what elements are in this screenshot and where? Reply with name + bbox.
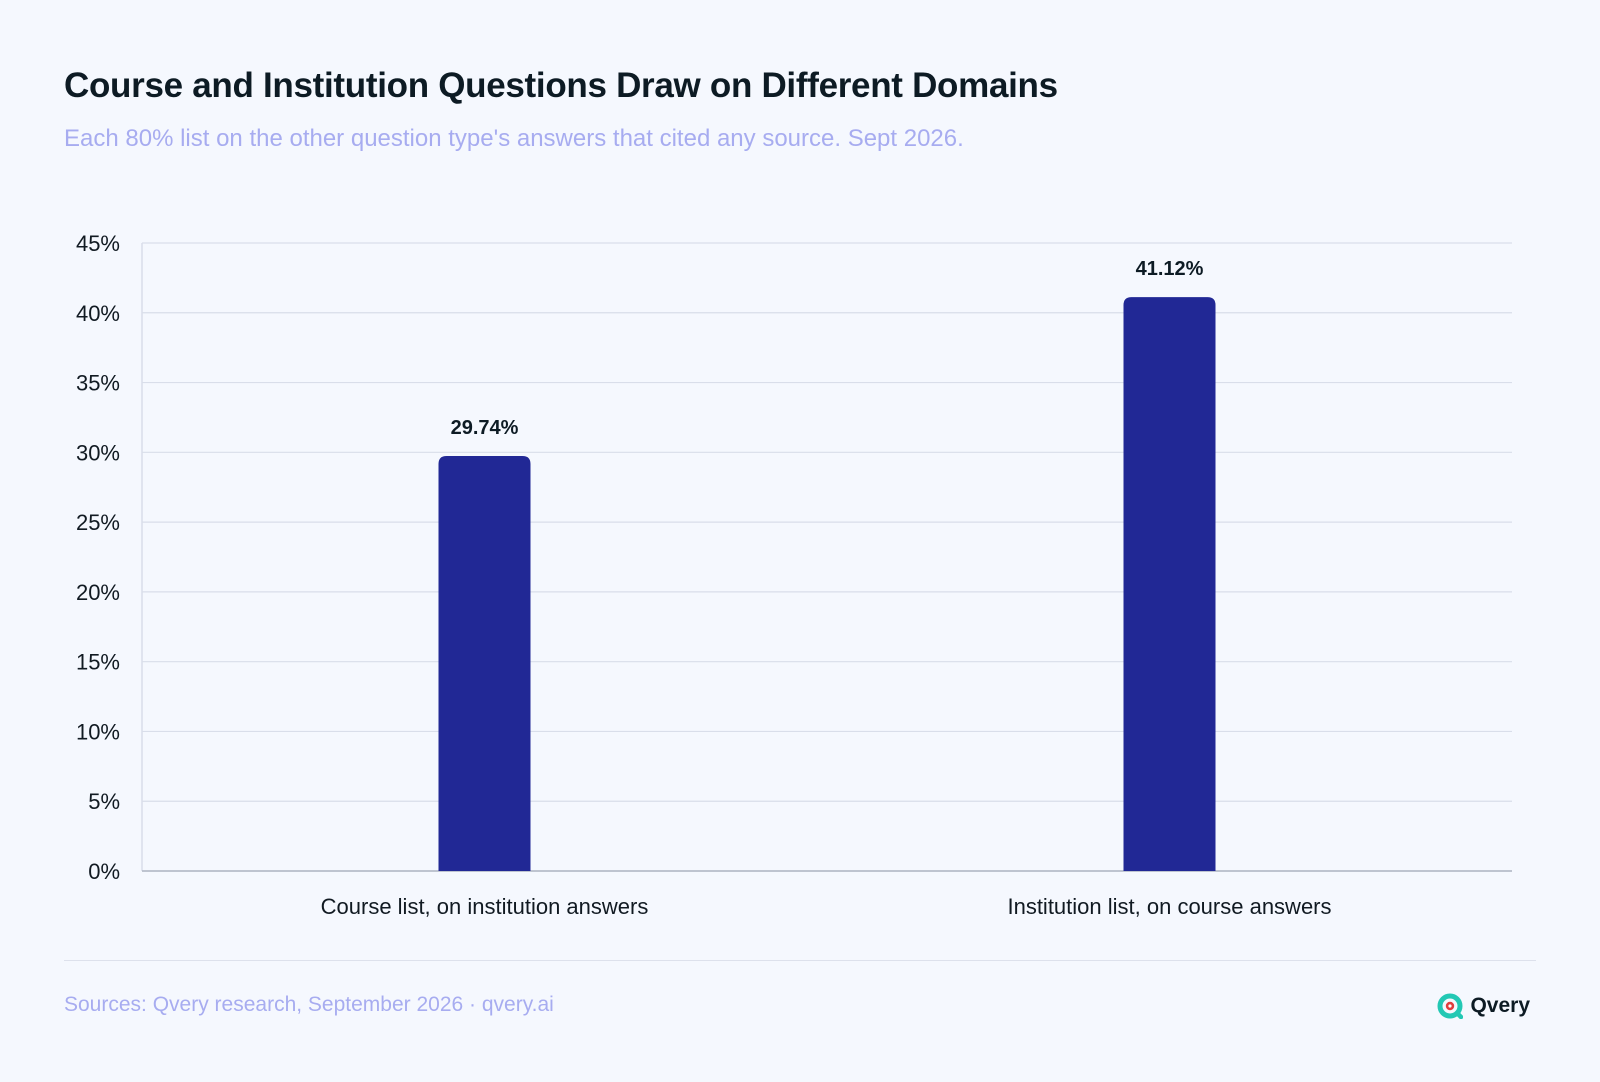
- axes: [141, 243, 1512, 872]
- y-tick-label: 30%: [76, 440, 120, 465]
- value-label-1: 29.74%: [451, 417, 519, 439]
- category-label-2: Institution list, on course answers: [1007, 894, 1331, 919]
- y-tick-label: 25%: [76, 510, 120, 535]
- bar-2: [1123, 297, 1216, 871]
- x-axis-categories: Course list, on institution answers Insti…: [321, 894, 1332, 919]
- category-label-1: Course list, on institution answers: [321, 894, 649, 919]
- y-tick-label: 5%: [88, 789, 120, 814]
- y-tick-label: 35%: [76, 371, 120, 396]
- bar-1: [438, 455, 531, 871]
- y-tick-label: 45%: [76, 231, 120, 256]
- brand-name: Qvery: [1470, 994, 1530, 1017]
- brand: Qvery: [1437, 993, 1530, 1019]
- bars: [438, 297, 1216, 871]
- grid-lines: [142, 242, 1512, 802]
- y-tick-label: 0%: [88, 859, 120, 884]
- y-tick-label: 10%: [76, 719, 120, 744]
- footer-divider: [64, 960, 1536, 961]
- footer-source: Sources: Qvery research, September 2026 …: [64, 993, 554, 1016]
- chart-subtitle: Each 80% list on the other question type…: [64, 125, 964, 152]
- y-tick-label: 20%: [76, 580, 120, 605]
- y-tick-label: 15%: [76, 650, 120, 675]
- chart-title: Course and Institution Questions Draw on…: [64, 66, 1058, 105]
- y-tick-label: 40%: [76, 301, 120, 326]
- value-labels: 29.74% 41.12%: [451, 258, 1204, 439]
- value-label-2: 41.12%: [1136, 258, 1204, 280]
- bar-chart: 0% 5% 10% 15% 20% 25% 30% 35% 40% 45% 29.74% 41.12…: [76, 231, 1512, 919]
- y-axis-ticks: 0% 5% 10% 15% 20% 25% 30% 35% 40% 45%: [76, 231, 120, 884]
- qvery-logo-icon: [1437, 993, 1464, 1019]
